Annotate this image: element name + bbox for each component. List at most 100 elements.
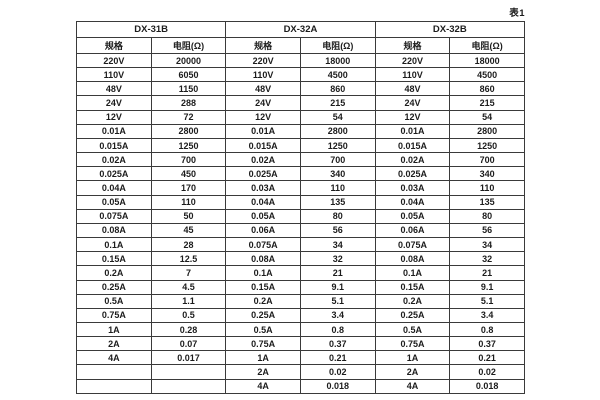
table-row: 0.01A 2800 0.01A 2800 0.01A 2800 xyxy=(76,123,525,139)
resistance-spec-table: DX-31B DX-32A DX-32B 规格 电阻(Ω) 规格 电阻(Ω) 规… xyxy=(75,21,526,395)
resistance-column-header: 电阻(Ω) xyxy=(449,37,525,54)
resistance-cell: 54 xyxy=(449,109,525,125)
spec-cell: 0.25A xyxy=(76,279,152,295)
resistance-cell xyxy=(150,378,227,395)
resistance-cell: 5.1 xyxy=(449,293,525,309)
table-row: 0.2A 7 0.1A 21 0.1A 21 xyxy=(76,265,525,281)
spec-column-header: 规格 xyxy=(76,37,152,54)
spec-cell: 0.075A xyxy=(76,208,152,224)
resistance-cell: 9.1 xyxy=(449,279,525,295)
resistance-cell: 0.37 xyxy=(449,336,525,352)
table-row: 0.25A 4.5 0.15A 9.1 0.15A 9.1 xyxy=(76,279,525,295)
spec-cell xyxy=(76,364,152,380)
spec-cell: 12V xyxy=(374,109,451,125)
spec-cell: 0.02A xyxy=(374,152,451,168)
spec-cell: 4A xyxy=(76,350,152,366)
resistance-cell: 12.5 xyxy=(150,251,227,267)
resistance-cell: 56 xyxy=(299,222,376,239)
spec-cell: 48V xyxy=(374,81,451,97)
resistance-cell: 45 xyxy=(150,222,227,239)
resistance-cell: 2800 xyxy=(299,123,376,139)
group-header-row: DX-31B DX-32A DX-32B xyxy=(75,21,526,38)
table-row: 1A 0.28 0.5A 0.8 0.5A 0.8 xyxy=(76,321,525,338)
spec-cell: 0.03A xyxy=(225,180,301,196)
spec-cell: 0.5A xyxy=(374,321,451,338)
spec-column-header: 规格 xyxy=(225,37,301,54)
spec-cell: 1A xyxy=(374,350,451,366)
resistance-cell: 0.8 xyxy=(449,321,525,338)
spec-cell: 220V xyxy=(76,52,152,69)
resistance-cell: 32 xyxy=(299,251,376,267)
spec-cell: 0.5A xyxy=(76,293,152,309)
resistance-column-header: 电阻(Ω) xyxy=(150,37,227,54)
resistance-cell: 21 xyxy=(449,265,525,281)
resistance-cell: 0.07 xyxy=(150,336,227,352)
spec-cell: 0.08A xyxy=(225,251,301,267)
spec-cell: 0.05A xyxy=(76,194,152,210)
resistance-cell: 18000 xyxy=(299,52,376,69)
resistance-cell: 1250 xyxy=(449,137,525,154)
resistance-cell: 3.4 xyxy=(449,307,525,323)
resistance-cell: 5.1 xyxy=(299,293,376,309)
resistance-cell: 2800 xyxy=(449,123,525,139)
resistance-cell: 28 xyxy=(150,237,227,253)
table-row: 220V 20000 220V 18000 220V 18000 xyxy=(76,52,525,69)
spec-cell: 0.02A xyxy=(76,152,152,168)
resistance-cell: 110 xyxy=(449,180,525,196)
spec-cell: 2A xyxy=(76,336,152,352)
table-row: 2A 0.02 2A 0.02 xyxy=(76,364,525,380)
resistance-cell: 4.5 xyxy=(150,279,227,295)
spec-cell: 12V xyxy=(76,109,152,125)
resistance-cell: 0.28 xyxy=(150,321,227,338)
spec-cell: 0.01A xyxy=(76,123,152,139)
spec-column-header: 规格 xyxy=(374,37,451,54)
resistance-cell: 700 xyxy=(150,152,227,168)
spec-cell: 2A xyxy=(225,364,301,380)
resistance-cell: 110 xyxy=(299,180,376,196)
resistance-cell: 54 xyxy=(299,109,376,125)
spec-cell: 0.1A xyxy=(374,265,451,281)
resistance-cell: 0.02 xyxy=(299,364,376,380)
spec-cell: 220V xyxy=(374,52,451,69)
table-row: 0.15A 12.5 0.08A 32 0.08A 32 xyxy=(76,251,525,267)
resistance-cell: 32 xyxy=(449,251,525,267)
spec-cell: 1A xyxy=(225,350,301,366)
table-row: 4A 0.018 4A 0.018 xyxy=(76,378,525,395)
spec-cell: 0.025A xyxy=(374,166,451,182)
resistance-column-header: 电阻(Ω) xyxy=(299,37,376,54)
spec-cell: 0.04A xyxy=(76,180,152,196)
table-row: 2A 0.07 0.75A 0.37 0.75A 0.37 xyxy=(76,336,525,352)
spec-cell: 0.08A xyxy=(76,222,152,239)
spec-cell: 24V xyxy=(225,95,301,111)
resistance-cell: 56 xyxy=(449,222,525,239)
resistance-cell: 0.018 xyxy=(449,378,525,395)
resistance-cell: 50 xyxy=(150,208,227,224)
resistance-cell: 700 xyxy=(299,152,376,168)
table-caption: 表1 xyxy=(509,8,525,19)
resistance-cell: 80 xyxy=(299,208,376,224)
table-row: 0.015A 1250 0.015A 1250 0.015A 1250 xyxy=(76,137,525,154)
spec-cell: 0.04A xyxy=(374,194,451,210)
spec-cell: 0.2A xyxy=(374,293,451,309)
table-row: 0.75A 0.5 0.25A 3.4 0.25A 3.4 xyxy=(76,307,525,323)
table-header: DX-31B DX-32A DX-32B 规格 电阻(Ω) 规格 电阻(Ω) 规… xyxy=(75,21,526,54)
spec-cell: 110V xyxy=(374,67,451,83)
resistance-cell: 6050 xyxy=(150,67,227,83)
resistance-cell: 860 xyxy=(299,81,376,97)
spec-cell: 0.015A xyxy=(76,137,152,154)
spec-cell: 0.015A xyxy=(374,137,451,154)
resistance-cell: 4500 xyxy=(299,67,376,83)
resistance-cell: 2800 xyxy=(150,123,227,139)
spec-cell: 0.15A xyxy=(76,251,152,267)
spec-cell: 0.01A xyxy=(225,123,301,139)
resistance-cell: 0.017 xyxy=(150,350,227,366)
table-row: 48V 1150 48V 860 48V 860 xyxy=(76,81,525,97)
group-header-dx31b: DX-31B xyxy=(75,21,227,38)
spec-cell: 24V xyxy=(374,95,451,111)
table-row: 0.1A 28 0.075A 34 0.075A 34 xyxy=(76,237,525,253)
resistance-cell: 0.02 xyxy=(449,364,525,380)
table-row: 0.075A 50 0.05A 80 0.05A 80 xyxy=(76,208,525,224)
spec-cell: 0.25A xyxy=(374,307,451,323)
spec-cell: 0.2A xyxy=(225,293,301,309)
